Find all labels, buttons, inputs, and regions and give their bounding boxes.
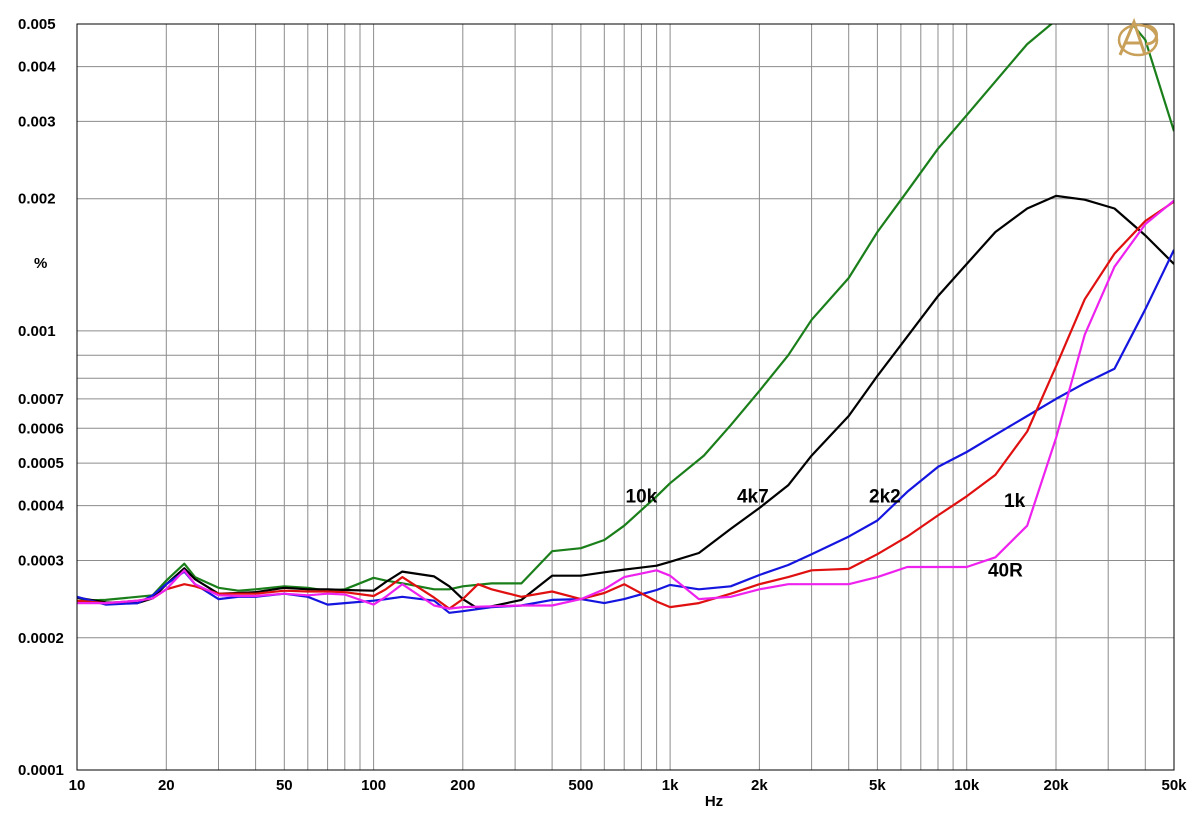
x-tick-label: 1k — [662, 777, 679, 794]
series-group — [77, 24, 1174, 614]
x-tick-label: 200 — [450, 777, 475, 794]
grid — [77, 24, 1174, 770]
ap-logo — [1117, 17, 1159, 57]
x-tick-label: 10k — [954, 777, 980, 794]
x-tick-label: 20k — [1043, 777, 1069, 794]
y-tick-label: 0.0005 — [18, 455, 64, 472]
y-tick-label: 0.0007 — [18, 391, 64, 408]
y-tick-label: 0.001 — [18, 323, 56, 340]
x-tick-label: 50k — [1161, 777, 1187, 794]
series-label-4k7: 4k7 — [737, 486, 769, 507]
y-tick-label: 0.005 — [18, 16, 56, 33]
y-tick-label: 0.0001 — [18, 762, 64, 779]
x-tick-label: 100 — [361, 777, 386, 794]
series-line-2k2 — [77, 249, 1174, 614]
y-tick-label: 0.004 — [18, 59, 56, 76]
series-label-2k2: 2k2 — [869, 486, 901, 507]
series-label-10k: 10k — [626, 486, 658, 507]
y-axis-label: % — [34, 255, 47, 272]
series-label-40r: 40R — [988, 560, 1023, 581]
x-tick-label: 500 — [568, 777, 593, 794]
y-tick-label: 0.0003 — [18, 553, 64, 570]
series-line-10k — [77, 24, 1174, 602]
series-line-1k — [77, 200, 1174, 610]
y-tick-label: 0.0004 — [18, 498, 65, 515]
series-labels: 10k 4k7 2k2 1k 40R — [626, 486, 1026, 581]
x-tick-label: 50 — [276, 777, 293, 794]
x-tick-label: 2k — [751, 777, 768, 794]
series-label-1k: 1k — [1004, 491, 1026, 512]
x-tick-label: 5k — [869, 777, 886, 794]
series-line-40r — [77, 199, 1174, 610]
tick-labels: 10 20 50 100 200 500 1k 2k 5k 10k 20k 50k 0.0001 0.00… — [18, 16, 1187, 794]
x-axis-label: Hz — [705, 793, 723, 810]
y-tick-label: 0.0002 — [18, 630, 64, 647]
y-tick-label: 0.0006 — [18, 420, 64, 437]
x-tick-label: 20 — [158, 777, 175, 794]
y-tick-label: 0.003 — [18, 113, 56, 130]
y-tick-label: 0.002 — [18, 191, 56, 208]
x-tick-label: 10 — [69, 777, 86, 794]
plot-frame — [76, 23, 1175, 771]
